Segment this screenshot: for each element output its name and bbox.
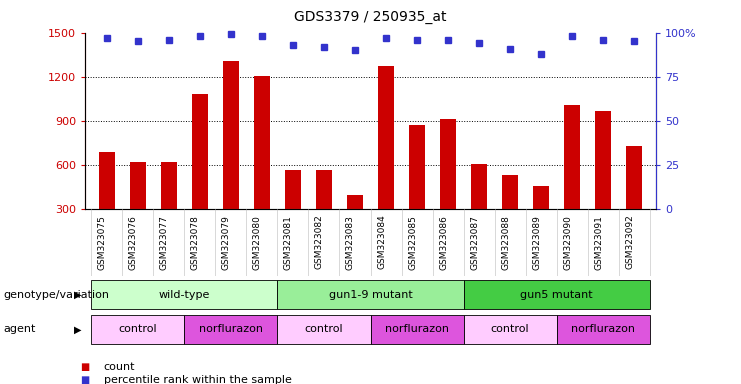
Text: ■: ■ [81,375,90,384]
FancyBboxPatch shape [277,314,370,344]
Bar [162,162,176,253]
Bar [378,66,393,253]
Bar [409,125,425,253]
Bar [502,175,518,253]
Text: agent: agent [4,324,36,334]
Text: GSM323081: GSM323081 [284,215,293,270]
Text: GSM323083: GSM323083 [346,215,355,270]
FancyBboxPatch shape [91,314,185,344]
Text: norflurazon: norflurazon [199,324,263,334]
Text: GSM323076: GSM323076 [129,215,138,270]
Bar [223,61,239,253]
Text: GSM323077: GSM323077 [160,215,169,270]
Text: GSM323092: GSM323092 [625,215,634,270]
Text: GSM323075: GSM323075 [98,215,107,270]
Bar [534,186,549,253]
Text: GSM323084: GSM323084 [377,215,386,270]
Text: ■: ■ [81,362,90,372]
Bar [440,119,456,253]
Text: GSM323089: GSM323089 [532,215,541,270]
Text: GSM323078: GSM323078 [191,215,200,270]
FancyBboxPatch shape [370,314,464,344]
Text: control: control [305,324,343,334]
Text: GSM323091: GSM323091 [594,215,603,270]
FancyBboxPatch shape [556,314,650,344]
Text: control: control [119,324,157,334]
Bar [130,162,146,253]
Bar [348,195,363,253]
Text: GSM323087: GSM323087 [470,215,479,270]
Bar [316,170,332,253]
FancyBboxPatch shape [464,314,556,344]
Text: gun1-9 mutant: gun1-9 mutant [328,290,413,300]
Text: ▶: ▶ [74,324,82,334]
Bar [99,152,115,253]
Text: GDS3379 / 250935_at: GDS3379 / 250935_at [294,10,447,23]
Text: wild-type: wild-type [159,290,210,300]
Text: ▶: ▶ [74,290,82,300]
Bar [285,170,301,253]
FancyBboxPatch shape [91,280,277,310]
Bar [254,76,270,253]
Bar [471,164,487,253]
Text: GSM323085: GSM323085 [408,215,417,270]
FancyBboxPatch shape [464,280,650,310]
Text: GSM323082: GSM323082 [315,215,324,270]
Text: GSM323080: GSM323080 [253,215,262,270]
Text: norflurazon: norflurazon [571,324,635,334]
Text: genotype/variation: genotype/variation [4,290,110,300]
Text: percentile rank within the sample: percentile rank within the sample [104,375,292,384]
Text: control: control [491,324,529,334]
Text: GSM323088: GSM323088 [501,215,510,270]
Text: count: count [104,362,136,372]
Text: GSM323086: GSM323086 [439,215,448,270]
Text: gun5 mutant: gun5 mutant [520,290,593,300]
Bar [595,111,611,253]
Bar [626,146,642,253]
Text: GSM323090: GSM323090 [563,215,572,270]
Bar [192,94,207,253]
FancyBboxPatch shape [277,280,464,310]
Bar [565,105,579,253]
Text: norflurazon: norflurazon [385,324,449,334]
Text: GSM323079: GSM323079 [222,215,231,270]
FancyBboxPatch shape [185,314,277,344]
